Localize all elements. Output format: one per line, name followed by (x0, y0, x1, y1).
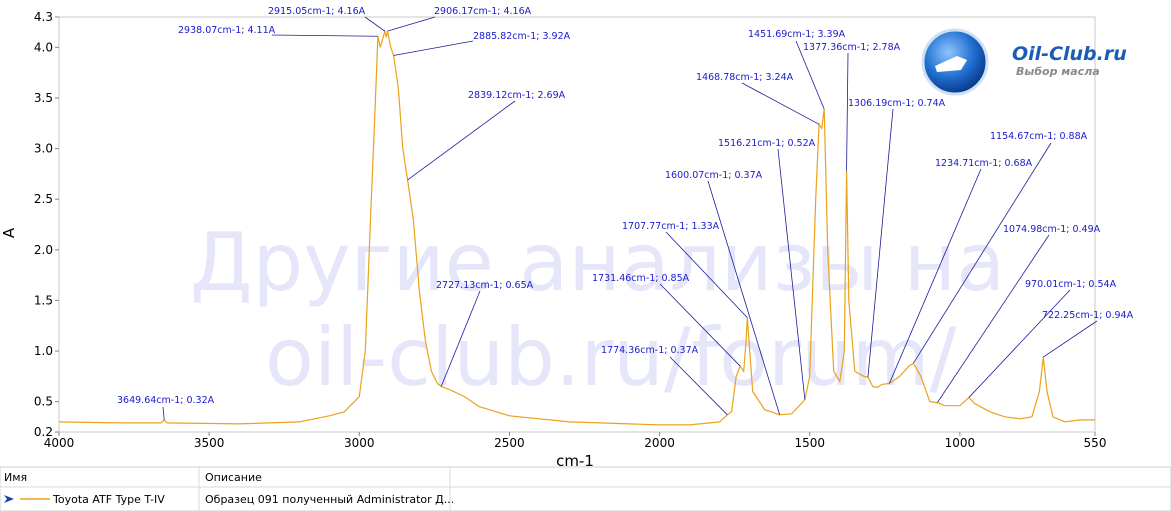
annotation-label: 2906.17cm-1; 4.16A (434, 6, 532, 17)
annotation-label: 1451.69cm-1; 3.39A (748, 29, 846, 40)
logo: Oil-Club.ru Выбор масла (921, 28, 1127, 96)
watermark-line: Другие анализы на (190, 216, 1005, 309)
annotation-label: 2938.07cm-1; 4.11A (178, 25, 276, 36)
x-tick-label: 1000 (945, 436, 976, 450)
y-tick-label: 4.3 (34, 10, 53, 24)
annotation-label: 1600.07cm-1; 0.37A (665, 170, 763, 181)
annotation-leader (707, 180, 781, 415)
y-axis-label: A (0, 227, 18, 238)
annotation-leader (364, 16, 386, 32)
spectrum-line (58, 28, 1095, 426)
x-tick-label: 4000 (44, 436, 75, 450)
logo-icon (935, 56, 967, 72)
annotation-label: 2915.05cm-1; 4.16A (268, 6, 366, 17)
x-axis-label: cm-1 (556, 452, 594, 470)
annotation-leader (271, 34, 378, 37)
annotation-label: 1707.77cm-1; 1.33A (622, 221, 720, 232)
annotation-label: 2839.12cm-1; 2.69A (468, 90, 566, 101)
annotation-label: 1516.21cm-1; 0.52A (718, 138, 816, 149)
annotation-leader (407, 100, 516, 181)
annotation-leader (162, 406, 165, 420)
annotation-leader (659, 283, 741, 367)
annotation-label: 1731.46cm-1; 0.85A (592, 273, 690, 284)
y-tick-label: 2.5 (34, 192, 53, 206)
annotation-leader (1043, 320, 1098, 358)
logo-title: Oil-Club.ru (1012, 43, 1127, 65)
annotation-leader (968, 289, 1071, 398)
annotation-label: 1377.36cm-1; 2.78A (803, 42, 901, 53)
y-tick-label: 4.0 (34, 40, 53, 54)
y-tick-label: 3.5 (34, 91, 53, 105)
annotation-label: 2885.82cm-1; 3.92A (473, 31, 571, 42)
y-tick-label: 0.5 (34, 395, 53, 409)
annotation-label: 1774.36cm-1; 0.37A (601, 345, 699, 356)
annotation-label: 1234.71cm-1; 0.68A (935, 158, 1033, 169)
x-tick-label: 2000 (644, 436, 675, 450)
annotation-leader (665, 231, 748, 318)
annotation-label: 1074.98cm-1; 0.49A (1003, 224, 1101, 235)
x-tick-label: 550 (1084, 436, 1107, 450)
y-tick-label: 3.0 (34, 142, 53, 156)
annotation-leader (777, 148, 806, 400)
legend-label[interactable]: Toyota ATF Type T-IV (52, 493, 165, 506)
column-header: Имя (4, 471, 27, 484)
annotation-label: 1306.19cm-1; 0.74A (848, 98, 946, 109)
annotation-leader (387, 16, 436, 32)
annotation-leader (440, 290, 481, 387)
annotation-leader (393, 40, 474, 56)
watermark-line: oil-club.ru/forum/ (265, 311, 957, 404)
annotation-label: 2727.13cm-1; 0.65A (436, 280, 534, 291)
annotation-leader (795, 40, 825, 110)
annotation-label: 970.01cm-1; 0.54A (1025, 279, 1117, 290)
annotation-leader (937, 234, 1050, 403)
column-header: Описание (205, 471, 262, 484)
x-tick-label: 3500 (194, 436, 225, 450)
annotation-leader (867, 108, 894, 378)
annotation-leader (846, 52, 849, 171)
plot-frame (58, 16, 1096, 433)
x-tick-label: 1500 (794, 436, 825, 450)
annotation-leader (913, 142, 1052, 364)
y-tick-label: 2.0 (34, 243, 53, 257)
table: Имя Описание Toyota ATF Type T-IV Образе… (0, 466, 1171, 511)
x-tick-label: 2500 (494, 436, 525, 450)
table-frame (0, 466, 1171, 511)
logo-subtitle: Выбор масла (1016, 65, 1100, 78)
annotation-label: 1468.78cm-1; 3.24A (696, 72, 794, 83)
y-tick-label: 1.0 (34, 344, 53, 358)
y-tick-label: 0.2 (34, 425, 53, 439)
annotation-leader (669, 356, 728, 416)
annotation-leader (741, 82, 820, 125)
y-tick-label: 1.5 (34, 293, 53, 307)
annotation-leader (889, 168, 982, 384)
row-pointer (4, 495, 14, 503)
annotation-label: 722.25cm-1; 0.94A (1042, 310, 1134, 321)
x-tick-label: 3000 (344, 436, 375, 450)
annotation-label: 1154.67cm-1; 0.88A (990, 131, 1088, 142)
row-description: Образец 091 полученный Administrator Д..… (205, 493, 454, 506)
annotation-label: 3649.64cm-1; 0.32A (117, 395, 215, 406)
watermark: Другие анализы на oil-club.ru/forum/ (190, 216, 1005, 404)
